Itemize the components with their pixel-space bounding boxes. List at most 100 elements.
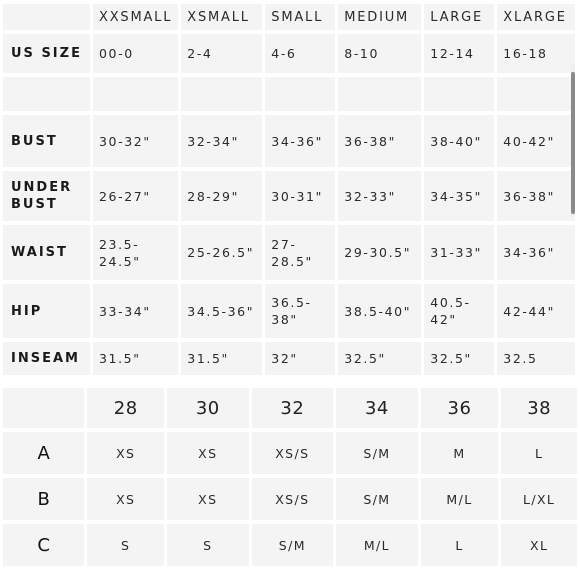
table-cell: XS <box>167 478 249 520</box>
table-cell: 34-36" <box>497 225 576 280</box>
band-size-cell: 34 <box>336 388 418 428</box>
table-cell: 32.5" <box>338 342 422 375</box>
table-cell: S <box>167 524 249 566</box>
table-row: INSEAM 31.5" 31.5" 32" 32.5" 32.5" 32.5 <box>3 342 576 375</box>
table-cell: M <box>420 432 499 474</box>
table-row: A XS XS XS/S S/M M L <box>3 432 577 474</box>
cup-label: B <box>3 478 85 520</box>
table-row <box>3 77 576 111</box>
table-cell <box>93 77 179 111</box>
table-cell: 27-28.5" <box>265 225 336 280</box>
cup-label: A <box>3 432 85 474</box>
band-size-cell: 38 <box>501 388 577 428</box>
table-cell: 32.5 <box>497 342 576 375</box>
table-cell: XS/S <box>251 432 334 474</box>
table-cell: S/M <box>336 478 418 520</box>
table-cell: 36-38" <box>338 115 422 167</box>
table-cell: 34.5-36" <box>181 284 263 338</box>
table-cell: S/M <box>251 524 334 566</box>
table-cell: 12-14 <box>424 34 495 73</box>
row-label <box>3 77 90 111</box>
row-label: HIP <box>3 284 90 338</box>
table-cell: 16-18 <box>497 34 576 73</box>
band-corner-cell <box>3 388 85 428</box>
row-label: WAIST <box>3 225 90 280</box>
table-cell: 36.5-38" <box>265 284 336 338</box>
table-cell: 36-38" <box>497 171 576 221</box>
table-cell <box>424 77 495 111</box>
table-cell: 33-34" <box>93 284 179 338</box>
row-label: US SIZE <box>3 34 90 73</box>
table-cell <box>497 77 576 111</box>
table-cell: XL <box>501 524 577 566</box>
table-cell: L <box>420 524 499 566</box>
band-size-cell: 30 <box>167 388 249 428</box>
bra-size-table: 28 30 32 34 36 38 A XS XS XS/S S/M M L B… <box>0 384 580 570</box>
table-cell: 30-31" <box>265 171 336 221</box>
table-row: UNDER BUST 26-27" 28-29" 30-31" 32-33" 3… <box>3 171 576 221</box>
table-cell: 38.5-40" <box>338 284 422 338</box>
size-header-cell: LARGE <box>424 4 495 30</box>
table-row: US SIZE 00-0 2-4 4-6 8-10 12-14 16-18 <box>3 34 576 73</box>
table-cell: 32" <box>265 342 336 375</box>
table-cell: M/L <box>420 478 499 520</box>
table-cell: L/XL <box>501 478 577 520</box>
table-row: BUST 30-32" 32-34" 34-36" 36-38" 38-40" … <box>3 115 576 167</box>
table-cell <box>338 77 422 111</box>
table-cell: 40-42" <box>497 115 576 167</box>
size-header-cell: SMALL <box>265 4 336 30</box>
table-cell: M/L <box>336 524 418 566</box>
table-cell: S/M <box>336 432 418 474</box>
size-header-row: XXSMALL XSMALL SMALL MEDIUM LARGE XLARGE <box>3 4 576 30</box>
table-row: HIP 33-34" 34.5-36" 36.5-38" 38.5-40" 40… <box>3 284 576 338</box>
table-cell: XS <box>87 478 165 520</box>
table-cell: XS <box>87 432 165 474</box>
table-cell: 2-4 <box>181 34 263 73</box>
table-cell: 32-34" <box>181 115 263 167</box>
table-cell: 32.5" <box>424 342 495 375</box>
size-header-cell: XLARGE <box>497 4 576 30</box>
row-label: INSEAM <box>3 342 90 375</box>
table-cell: 4-6 <box>265 34 336 73</box>
table-cell: XS <box>167 432 249 474</box>
row-label: UNDER BUST <box>3 171 90 221</box>
scrollbar-thumb[interactable] <box>571 72 575 214</box>
table-cell <box>181 77 263 111</box>
band-size-cell: 32 <box>251 388 334 428</box>
table-cell: 26-27" <box>93 171 179 221</box>
size-measurement-table: XXSMALL XSMALL SMALL MEDIUM LARGE XLARGE… <box>3 4 576 375</box>
table-cell: 31.5" <box>181 342 263 375</box>
cup-label: C <box>3 524 85 566</box>
table-cell: 28-29" <box>181 171 263 221</box>
table-cell: 30-32" <box>93 115 179 167</box>
table-cell: 40.5-42" <box>424 284 495 338</box>
size-header-cell: MEDIUM <box>338 4 422 30</box>
table-cell: L <box>501 432 577 474</box>
table-cell: 34-35" <box>424 171 495 221</box>
row-label: BUST <box>3 115 90 167</box>
table-row: WAIST 23.5-24.5" 25-26.5" 27-28.5" 29-30… <box>3 225 576 280</box>
band-size-cell: 36 <box>420 388 499 428</box>
table-cell: XS/S <box>251 478 334 520</box>
size-header-cell: XSMALL <box>181 4 263 30</box>
table-cell: 38-40" <box>424 115 495 167</box>
table-cell: 8-10 <box>338 34 422 73</box>
table-cell: 23.5-24.5" <box>93 225 179 280</box>
table-cell: 31.5" <box>93 342 179 375</box>
table-cell: 00-0 <box>93 34 179 73</box>
header-corner-cell <box>3 4 90 30</box>
size-header-cell: XXSMALL <box>93 4 179 30</box>
table-cell: 29-30.5" <box>338 225 422 280</box>
table-row: C S S S/M M/L L XL <box>3 524 577 566</box>
table-cell: 31-33" <box>424 225 495 280</box>
band-size-row: 28 30 32 34 36 38 <box>3 388 577 428</box>
table-row: B XS XS XS/S S/M M/L L/XL <box>3 478 577 520</box>
table-cell: 25-26.5" <box>181 225 263 280</box>
table-cell <box>265 77 336 111</box>
table-cell: 42-44" <box>497 284 576 338</box>
table-cell: 32-33" <box>338 171 422 221</box>
table-cell: 34-36" <box>265 115 336 167</box>
band-size-cell: 28 <box>87 388 165 428</box>
table-cell: S <box>87 524 165 566</box>
